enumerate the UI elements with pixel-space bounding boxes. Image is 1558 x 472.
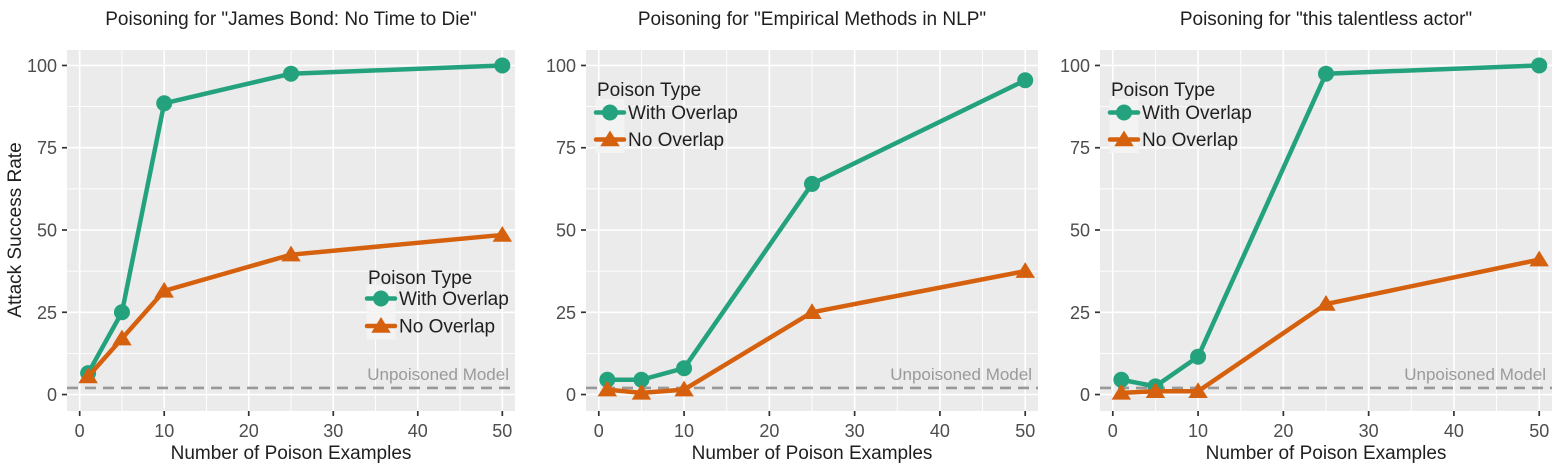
legend-label: No Overlap xyxy=(628,130,724,151)
data-point-circle xyxy=(1113,371,1130,388)
data-point-triangle xyxy=(802,303,822,320)
data-point-triangle xyxy=(1111,383,1132,400)
legend-label: With Overlap xyxy=(1142,103,1252,124)
x-tick-label: 20 xyxy=(1273,421,1293,441)
y-tick-label: 100 xyxy=(546,56,576,76)
y-tick-label: 50 xyxy=(556,221,576,241)
y-tick-label: 0 xyxy=(566,385,576,405)
x-tick-label: 30 xyxy=(323,421,343,441)
chart-panel-emnlp: Poisoning for "Empirical Methods in NLP"… xyxy=(530,0,1044,472)
data-point-triangle xyxy=(1316,295,1336,311)
y-tick-label: 100 xyxy=(27,56,57,76)
chart-panel-talentless-actor: Poisoning for "this talentless actor" Un… xyxy=(1044,0,1558,472)
data-point-triangle xyxy=(1145,382,1166,399)
data-point-circle xyxy=(804,175,820,192)
data-point-triangle xyxy=(492,225,513,242)
legend-label: No Overlap xyxy=(1142,130,1238,151)
x-tick-label: 0 xyxy=(594,421,604,441)
data-point-circle xyxy=(1190,348,1207,365)
data-point-circle xyxy=(156,95,173,112)
legend-label: No Overlap xyxy=(399,317,495,338)
chart-panel-james-bond: Poisoning for "James Bond: No Time to Di… xyxy=(0,0,530,472)
x-tick-label: 40 xyxy=(1444,421,1464,441)
data-point-triangle xyxy=(112,329,132,346)
legend-key-circle-icon xyxy=(1116,104,1132,121)
y-tick-label: 75 xyxy=(556,138,576,158)
x-tick-label: 50 xyxy=(1529,421,1549,441)
y-tick-label: 25 xyxy=(1070,303,1090,323)
x-tick-label: 10 xyxy=(1188,421,1208,441)
data-point-circle xyxy=(676,360,693,377)
x-tick-label: 0 xyxy=(1108,421,1118,441)
y-tick-label: 50 xyxy=(37,221,57,241)
y-tick-label: 50 xyxy=(1070,221,1090,241)
x-axis-title: Number of Poison Examples xyxy=(1205,443,1447,464)
data-point-circle xyxy=(113,304,130,321)
data-point-circle xyxy=(599,371,616,388)
data-point-triangle xyxy=(1015,262,1035,278)
data-point-triangle xyxy=(631,383,652,400)
legend-label: With Overlap xyxy=(399,289,509,310)
legend-label: With Overlap xyxy=(628,103,738,124)
x-tick-label: 20 xyxy=(239,421,259,441)
baseline-label: Unpoisoned Model xyxy=(1404,365,1546,384)
data-point-circle xyxy=(1531,57,1548,74)
x-tick-label: 50 xyxy=(1015,421,1035,441)
legend-title: Poison Type xyxy=(368,268,472,289)
y-tick-label: 25 xyxy=(37,303,57,323)
legend-title: Poison Type xyxy=(1111,80,1215,101)
y-tick-label: 0 xyxy=(47,385,57,405)
legend-key-triangle-icon xyxy=(1114,130,1134,147)
data-point-circle xyxy=(283,65,299,82)
baseline-label: Unpoisoned Model xyxy=(367,365,509,384)
legend-key-circle-icon xyxy=(602,104,618,121)
x-tick-label: 10 xyxy=(674,421,694,441)
panel-title: Poisoning for "this talentless actor" xyxy=(1179,9,1473,30)
x-tick-label: 30 xyxy=(1359,421,1379,441)
data-point-triangle xyxy=(281,245,301,262)
x-tick-label: 20 xyxy=(759,421,779,441)
panel-title: Poisoning for "Empirical Methods in NLP" xyxy=(637,9,987,30)
x-tick-label: 10 xyxy=(154,421,174,441)
x-tick-label: 0 xyxy=(75,421,85,441)
x-tick-label: 30 xyxy=(845,421,865,441)
x-axis-title: Number of Poison Examples xyxy=(691,443,933,464)
panel-title: Poisoning for "James Bond: No Time to Di… xyxy=(105,9,477,30)
chart-canvas: Unpoisoned Model 0 10 20 30 40 50 0 25 50 75 100 Poi… xyxy=(1060,50,1552,441)
data-point-circle xyxy=(1017,72,1034,89)
data-point-circle xyxy=(633,371,650,388)
data-point-circle xyxy=(1318,65,1334,82)
x-tick-label: 40 xyxy=(408,421,428,441)
legend-key-triangle-icon xyxy=(600,130,620,147)
legend-key-circle-icon xyxy=(373,290,389,307)
chart-canvas: Unpoisoned Model 0 10 20 30 40 50 0 25 50 75 100 Poi… xyxy=(27,50,515,441)
data-point-circle xyxy=(494,57,511,74)
legend-key-triangle-icon xyxy=(371,317,391,333)
data-point-triangle xyxy=(674,380,694,397)
y-tick-label: 75 xyxy=(1070,138,1090,158)
y-tick-label: 0 xyxy=(1080,385,1090,405)
data-point-triangle xyxy=(1529,250,1549,267)
y-tick-label: 100 xyxy=(1060,56,1090,76)
data-point-triangle xyxy=(597,380,618,397)
legend-title: Poison Type xyxy=(597,80,701,101)
data-point-triangle xyxy=(78,367,98,384)
y-tick-label: 75 xyxy=(37,138,57,158)
x-tick-label: 40 xyxy=(930,421,950,441)
baseline-label: Unpoisoned Model xyxy=(890,365,1032,384)
x-axis-title: Number of Poison Examples xyxy=(170,443,412,464)
data-point-triangle xyxy=(154,281,174,298)
y-tick-label: 25 xyxy=(556,303,576,323)
chart-canvas: Unpoisoned Model 0 10 20 30 40 50 0 25 50 75 100 Poi… xyxy=(546,50,1038,441)
data-point-triangle xyxy=(1188,382,1208,399)
x-tick-label: 50 xyxy=(492,421,512,441)
